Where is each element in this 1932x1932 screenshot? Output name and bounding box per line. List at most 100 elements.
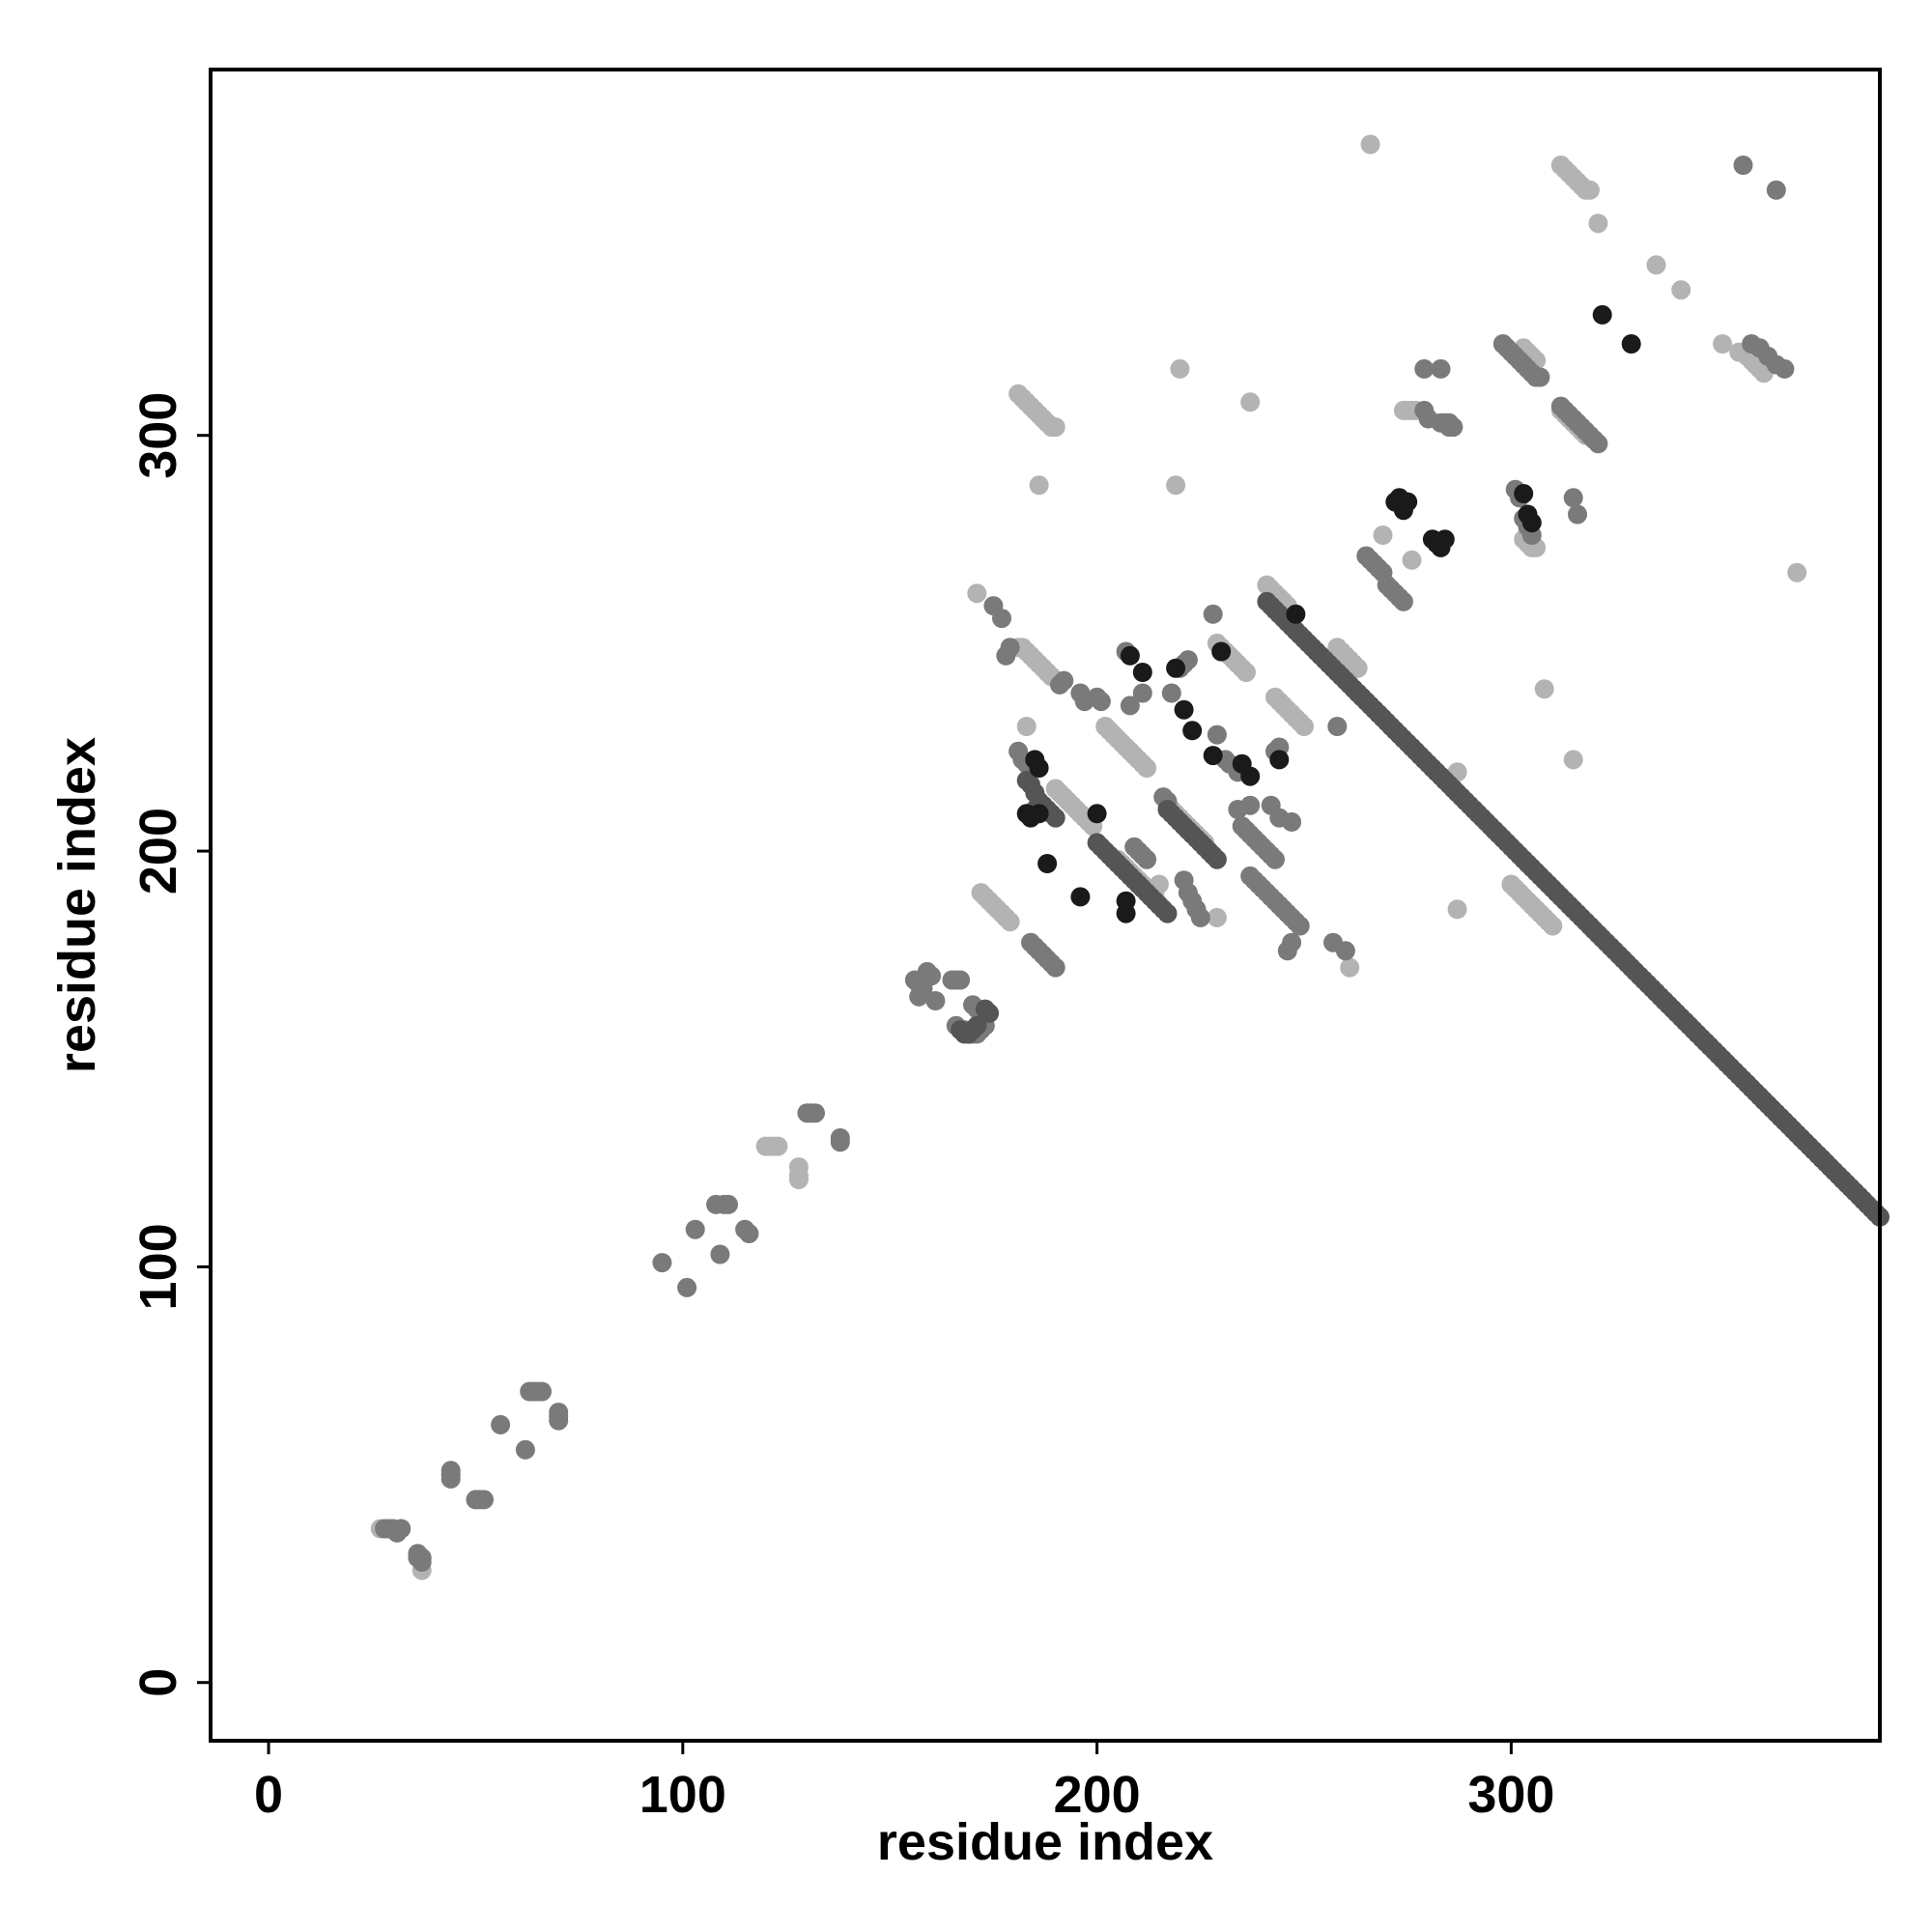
data-point	[1120, 696, 1140, 716]
data-point	[1579, 180, 1600, 200]
data-point	[980, 1003, 1000, 1023]
data-point	[1592, 304, 1612, 325]
data-point	[1621, 334, 1641, 354]
data-point	[1207, 907, 1227, 927]
data-point	[1414, 358, 1435, 379]
data-point	[1282, 811, 1302, 832]
scatter-points	[370, 134, 1889, 1580]
x-tick-label: 200	[1054, 1766, 1141, 1824]
data-point	[1530, 367, 1550, 387]
data-point	[1029, 475, 1049, 496]
data-point	[719, 1194, 738, 1214]
data-point	[1137, 758, 1157, 778]
data-point	[1265, 849, 1285, 869]
data-point	[1568, 504, 1587, 525]
data-point	[768, 1136, 788, 1156]
data-point	[1277, 941, 1297, 961]
x-axis-title: residue index	[877, 1813, 1213, 1871]
data-point	[1240, 392, 1261, 412]
data-point	[652, 1253, 672, 1273]
data-point	[1137, 849, 1157, 869]
data-point	[1045, 808, 1065, 828]
data-point	[1393, 591, 1413, 611]
y-tick-label: 200	[129, 808, 187, 895]
data-point	[1348, 658, 1368, 678]
data-point	[1161, 683, 1181, 703]
data-point	[549, 1410, 569, 1431]
data-point	[1435, 529, 1455, 550]
data-point	[1671, 280, 1691, 300]
data-point	[1132, 663, 1152, 682]
y-tick-label: 0	[129, 1668, 187, 1697]
data-point	[739, 1224, 759, 1243]
data-point	[1029, 758, 1049, 778]
data-point	[992, 609, 1011, 629]
data-point	[1174, 699, 1194, 720]
data-point	[1646, 255, 1666, 275]
data-point	[1294, 717, 1314, 736]
data-point	[1000, 638, 1020, 658]
data-point	[1447, 899, 1467, 920]
data-point	[1207, 849, 1227, 869]
data-point	[1240, 766, 1261, 786]
data-point	[951, 970, 971, 990]
data-point	[1766, 180, 1786, 200]
data-point	[1360, 134, 1380, 155]
data-point	[1327, 717, 1348, 736]
data-point	[1091, 692, 1111, 712]
data-point	[1787, 562, 1807, 582]
data-point	[685, 1219, 705, 1239]
data-point	[806, 1103, 825, 1123]
data-point	[1373, 526, 1393, 545]
data-point	[1157, 903, 1178, 923]
data-point	[1588, 213, 1608, 234]
data-point	[1029, 804, 1049, 824]
data-point	[412, 1552, 432, 1572]
data-point	[1286, 604, 1306, 624]
data-point	[1190, 907, 1210, 927]
data-point	[1182, 721, 1203, 741]
data-point	[1132, 683, 1152, 703]
data-point	[710, 1244, 730, 1264]
data-point	[1170, 358, 1190, 379]
data-point	[1120, 645, 1140, 666]
data-point	[1236, 663, 1256, 682]
data-point	[1087, 804, 1107, 824]
data-point	[1269, 750, 1290, 770]
data-point	[1514, 484, 1534, 503]
data-point	[830, 1132, 850, 1152]
data-point	[1588, 434, 1608, 454]
data-point	[967, 1015, 987, 1036]
data-point	[1521, 513, 1542, 533]
data-point	[1070, 887, 1091, 907]
data-point	[677, 1277, 697, 1297]
data-point	[1439, 417, 1460, 438]
x-tick-label: 0	[254, 1766, 283, 1824]
data-point	[1543, 916, 1563, 936]
data-point	[1290, 916, 1310, 936]
data-point	[1534, 679, 1554, 699]
data-point	[1335, 941, 1355, 961]
data-point	[925, 991, 946, 1010]
data-point	[1431, 358, 1451, 379]
y-axis: 0 100 200 300	[129, 392, 211, 1697]
data-point	[491, 1414, 511, 1435]
data-point	[440, 1468, 461, 1489]
y-tick-label: 300	[129, 392, 187, 479]
data-point	[1166, 475, 1186, 496]
data-point	[515, 1439, 535, 1460]
data-point	[1713, 334, 1733, 354]
data-point	[474, 1490, 494, 1510]
data-point	[1240, 795, 1261, 815]
data-point	[1733, 156, 1753, 175]
data-point	[788, 1170, 809, 1189]
y-tick-label: 100	[129, 1223, 187, 1310]
y-axis-title: residue index	[48, 737, 106, 1073]
data-point	[1563, 750, 1583, 770]
data-point	[1116, 891, 1136, 911]
data-point	[1037, 854, 1058, 873]
data-point	[922, 966, 942, 986]
data-point	[1207, 724, 1227, 745]
